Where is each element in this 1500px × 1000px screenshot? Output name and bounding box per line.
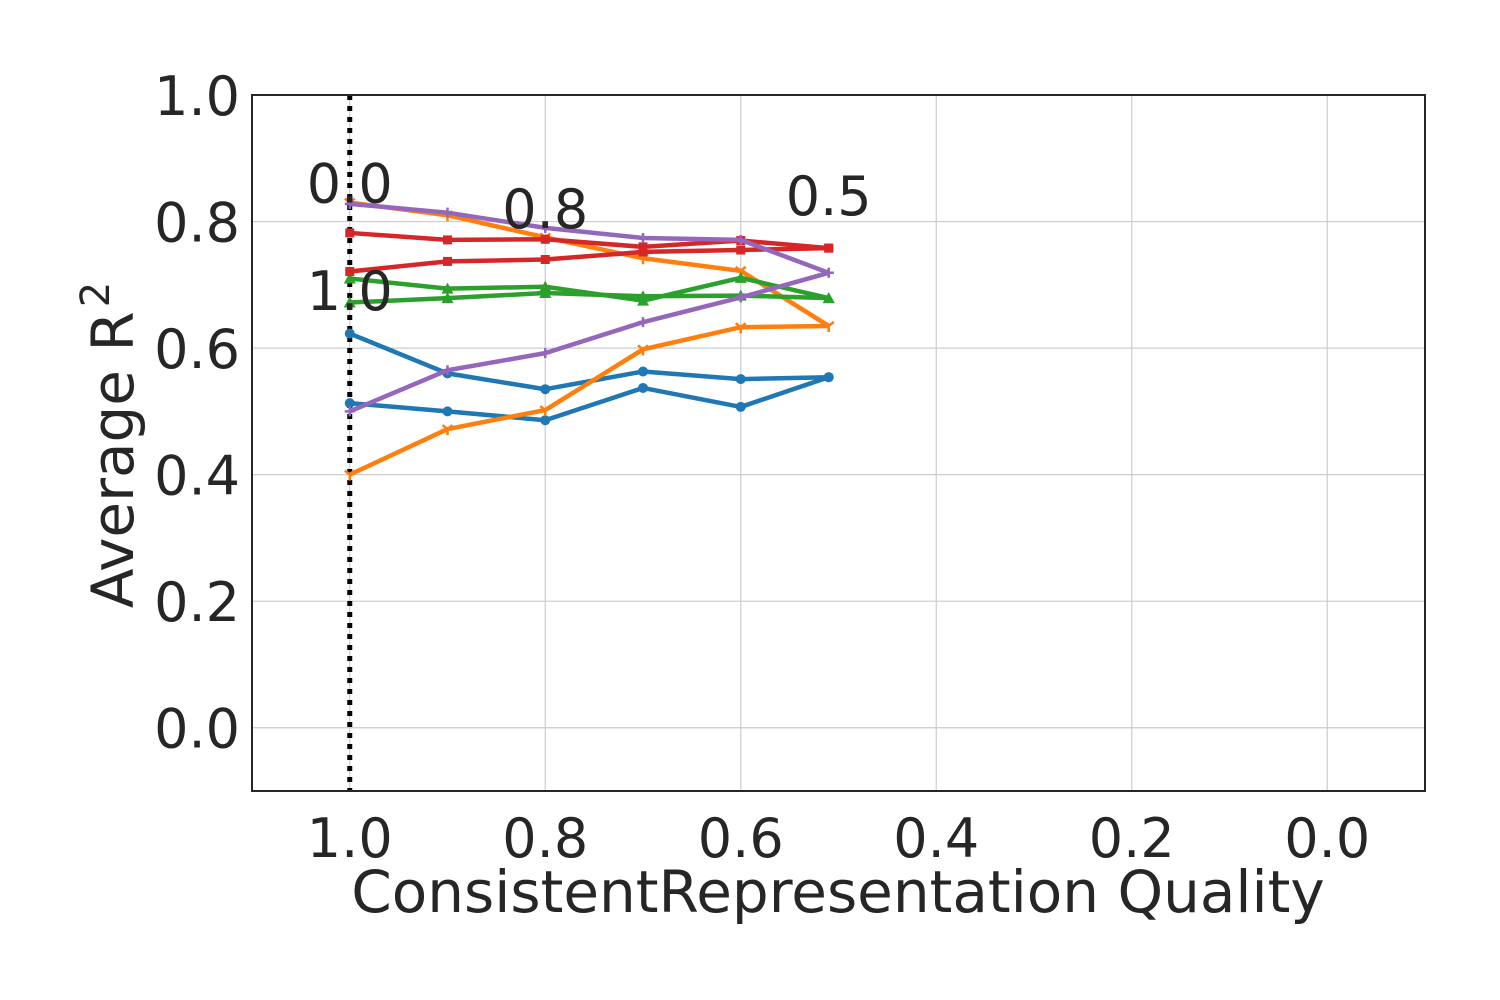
data-point xyxy=(539,405,552,417)
y-axis-label: Average R 2 xyxy=(73,282,147,608)
y-tick-label: 0.8 xyxy=(154,192,240,255)
data-point xyxy=(441,282,454,294)
series-group xyxy=(343,197,835,481)
series-9 xyxy=(344,198,834,278)
y-axis-label-text: Average R xyxy=(79,311,147,608)
data-point xyxy=(540,415,551,426)
plot-frame xyxy=(251,94,1426,792)
data-point xyxy=(822,320,835,332)
y-tick-labels: 0.0 0.2 0.4 0.6 0.8 1.0 xyxy=(154,65,240,761)
x-tick-label: 1.0 xyxy=(307,807,393,870)
y-tick-label: 0.4 xyxy=(154,445,240,508)
data-point xyxy=(540,222,551,233)
data-point xyxy=(638,366,648,377)
data-point xyxy=(638,247,648,257)
data-point xyxy=(736,245,746,255)
data-point xyxy=(442,365,453,376)
data-point xyxy=(540,255,550,265)
series-line xyxy=(349,290,829,305)
data-point xyxy=(539,280,552,292)
data-point xyxy=(345,228,355,238)
data-point xyxy=(638,242,648,252)
data-point xyxy=(344,406,355,417)
data-point xyxy=(344,398,355,409)
data-point xyxy=(343,272,356,284)
data-point xyxy=(638,382,648,393)
x-axis-label: ConsistentRepresentation Quality xyxy=(351,858,1324,926)
data-point xyxy=(638,232,648,243)
data-point xyxy=(824,243,834,253)
annotations-group: 0.0 0.8 0.5 1.0 xyxy=(307,153,872,324)
data-point xyxy=(343,469,356,481)
data-point xyxy=(735,234,746,245)
data-point xyxy=(735,374,746,385)
data-point xyxy=(637,344,649,356)
series-line xyxy=(349,245,829,274)
data-point xyxy=(734,271,747,283)
data-point xyxy=(540,234,550,244)
data-point xyxy=(344,198,355,209)
data-point xyxy=(822,292,835,304)
annotation-label: 0.5 xyxy=(786,165,872,228)
annotation-label: 0.0 xyxy=(307,153,393,216)
data-point xyxy=(443,235,452,245)
data-point xyxy=(638,317,648,328)
data-point xyxy=(823,267,834,278)
series-10 xyxy=(344,267,834,417)
data-point xyxy=(823,372,834,383)
data-point xyxy=(344,328,355,339)
data-point xyxy=(735,292,746,303)
x-tick-label: 0.8 xyxy=(502,807,588,870)
series-8 xyxy=(345,243,834,277)
data-point xyxy=(442,207,453,218)
series-line xyxy=(349,375,830,423)
data-point xyxy=(343,296,356,308)
y-axis-label-superscript: 2 xyxy=(73,282,119,307)
x-tick-label: 0.6 xyxy=(698,807,784,870)
data-point xyxy=(442,406,453,417)
series-2 xyxy=(344,372,834,426)
data-point xyxy=(540,348,551,359)
data-point xyxy=(441,424,454,436)
series-line xyxy=(348,323,829,477)
annotation-label: 0.8 xyxy=(502,178,588,241)
y-tick-label: 1.0 xyxy=(154,65,240,128)
x-tick-labels: 1.0 0.8 0.6 0.4 0.2 0.0 xyxy=(307,807,1370,870)
y-tick-label: 0.6 xyxy=(154,318,240,381)
data-point xyxy=(539,287,552,299)
y-tick-label: 0.0 xyxy=(154,698,240,761)
y-tick-label: 0.2 xyxy=(154,571,240,634)
data-point xyxy=(540,384,551,395)
x-tick-label: 0.0 xyxy=(1284,807,1370,870)
data-point xyxy=(734,322,747,334)
data-point xyxy=(345,267,355,277)
series-4 xyxy=(343,320,835,481)
x-tick-label: 0.2 xyxy=(1089,807,1175,870)
data-point xyxy=(637,290,649,302)
x-tick-label: 0.4 xyxy=(893,807,979,870)
series-line xyxy=(349,201,830,275)
grid-lines xyxy=(252,94,1425,791)
data-point xyxy=(441,292,454,304)
series-line xyxy=(349,230,829,251)
annotation-label: 1.0 xyxy=(307,260,393,323)
data-point xyxy=(443,256,452,266)
data-point xyxy=(735,401,746,412)
series-line xyxy=(348,270,830,414)
